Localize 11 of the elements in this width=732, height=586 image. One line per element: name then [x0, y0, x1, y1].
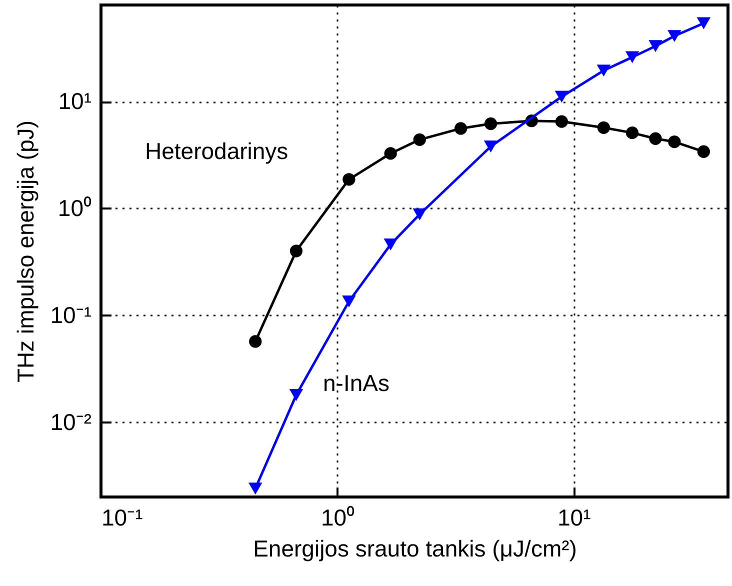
y-tick-label: 10⁰ [58, 194, 92, 221]
x-axis-title: Energijos srauto tankis (μJ/cm²) [253, 536, 577, 562]
series-label: n-InAs [323, 370, 390, 396]
x-tick-label: 10¹ [558, 504, 592, 530]
x-tick-label: 10⁰ [321, 504, 355, 530]
text: Heterodarinys [145, 138, 288, 164]
y-tick-label: 10⁻² [50, 408, 92, 435]
y-tick-label: 10⁻¹ [50, 302, 92, 328]
y-axis-title: THz impulso energija (pJ) [12, 120, 38, 383]
y-tick-label: 10¹ [58, 88, 92, 114]
x-tick-label: 10⁻¹ [102, 504, 144, 530]
